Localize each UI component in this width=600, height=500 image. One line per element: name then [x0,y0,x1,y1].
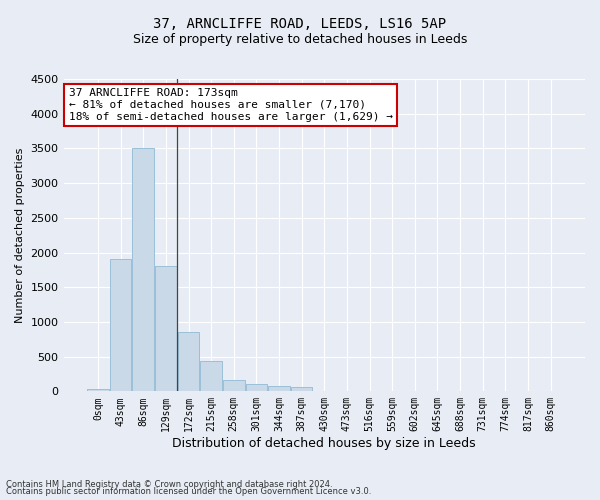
Text: 37, ARNCLIFFE ROAD, LEEDS, LS16 5AP: 37, ARNCLIFFE ROAD, LEEDS, LS16 5AP [154,18,446,32]
Y-axis label: Number of detached properties: Number of detached properties [15,148,25,323]
Bar [178,332,199,392]
Text: Contains HM Land Registry data © Crown copyright and database right 2024.: Contains HM Land Registry data © Crown c… [6,480,332,489]
X-axis label: Distribution of detached houses by size in Leeds: Distribution of detached houses by size … [172,437,476,450]
Bar [200,362,222,392]
Bar [223,380,245,392]
Bar [110,260,131,392]
Bar [268,386,290,392]
Bar [133,148,154,392]
Bar [245,384,267,392]
Text: 37 ARNCLIFFE ROAD: 173sqm
← 81% of detached houses are smaller (7,170)
18% of se: 37 ARNCLIFFE ROAD: 173sqm ← 81% of detac… [69,88,393,122]
Bar [291,387,313,392]
Bar [155,266,176,392]
Bar [87,390,109,392]
Text: Size of property relative to detached houses in Leeds: Size of property relative to detached ho… [133,32,467,46]
Text: Contains public sector information licensed under the Open Government Licence v3: Contains public sector information licen… [6,488,371,496]
